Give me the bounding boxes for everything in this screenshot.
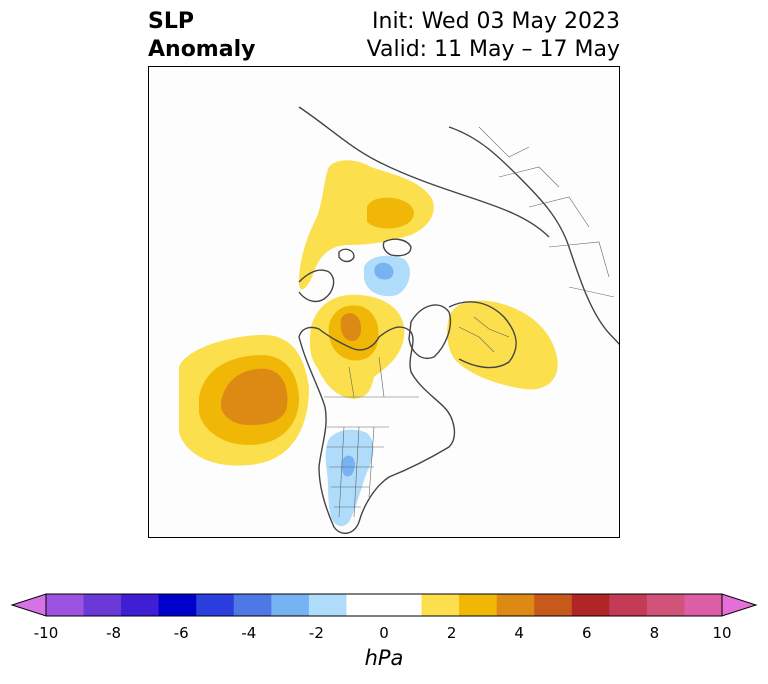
colorbar-swatch bbox=[421, 594, 460, 616]
colorbar bbox=[10, 593, 758, 617]
colorbar-extend-min bbox=[10, 593, 47, 617]
colorbar-tick-label: -4 bbox=[241, 624, 257, 642]
colorbar-swatch bbox=[496, 594, 535, 616]
title-line-1: SLP bbox=[148, 9, 194, 34]
colorbar-swatch bbox=[308, 594, 347, 616]
colorbar-swatch bbox=[121, 594, 160, 616]
colorbar-swatch bbox=[646, 594, 685, 616]
title-line-2: Anomaly bbox=[148, 37, 256, 62]
colorbar-border bbox=[45, 593, 723, 617]
colorbar-tick-label: -10 bbox=[33, 624, 59, 642]
slp-anomaly-map bbox=[179, 106, 619, 534]
colorbar-swatch bbox=[233, 594, 272, 616]
colorbar-extend-max bbox=[721, 593, 758, 617]
arctic-high-3 bbox=[367, 197, 414, 229]
valid-date-text: Valid: 11 May – 17 May bbox=[366, 37, 620, 62]
colorbar-swatch bbox=[271, 594, 310, 616]
map-panel bbox=[148, 66, 620, 538]
colorbar-tick-label: 0 bbox=[379, 624, 389, 642]
colorbar-swatch bbox=[571, 594, 610, 616]
colorbar-tick-label: -6 bbox=[173, 624, 189, 642]
coastlines bbox=[298, 106, 619, 534]
us-low-2 bbox=[341, 455, 355, 477]
colorbar-tick-label: -2 bbox=[308, 624, 324, 642]
colorbar-swatch bbox=[196, 594, 235, 616]
us-low-1 bbox=[325, 429, 374, 527]
scandinavia-high-2 bbox=[447, 300, 558, 390]
colorbar-swatch bbox=[609, 594, 648, 616]
colorbar-swatches bbox=[10, 593, 758, 617]
colorbar-swatch bbox=[46, 594, 85, 616]
forecast-dates: Init: Wed 03 May 2023 Valid: 11 May – 17… bbox=[367, 8, 620, 64]
anomaly-shading bbox=[179, 160, 558, 527]
pacific-high-4 bbox=[221, 368, 288, 425]
init-date-text: Init: Wed 03 May 2023 bbox=[372, 9, 620, 34]
colorbar-swatch bbox=[534, 594, 573, 616]
political-boundaries bbox=[324, 126, 615, 518]
colorbar-tick-label: 2 bbox=[446, 624, 457, 642]
colorbar-unit-label: hPa bbox=[364, 646, 404, 670]
colorbar-swatch bbox=[346, 594, 385, 616]
colorbar-tick-label: 10 bbox=[712, 624, 732, 642]
arctic-low-2 bbox=[374, 262, 394, 280]
colorbar-swatch bbox=[684, 594, 723, 616]
colorbar-tick-label: 6 bbox=[582, 624, 592, 642]
colorbar-swatch bbox=[384, 594, 423, 616]
canada-high-4 bbox=[340, 313, 362, 342]
map-title: SLP Anomaly bbox=[148, 8, 255, 64]
colorbar-swatch bbox=[158, 594, 197, 616]
colorbar-tick-label: 4 bbox=[514, 624, 524, 642]
colorbar-tick-label: -8 bbox=[106, 624, 122, 642]
colorbar-tick-label: 8 bbox=[649, 624, 660, 642]
colorbar-swatch bbox=[459, 594, 498, 616]
colorbar-swatch bbox=[83, 594, 122, 616]
arctic-high-2 bbox=[299, 160, 434, 290]
